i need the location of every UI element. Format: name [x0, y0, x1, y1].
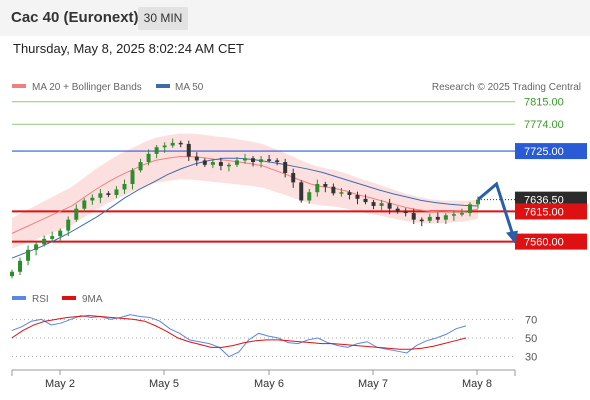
x-tick-label: May 2 — [45, 378, 75, 390]
candle — [82, 200, 87, 209]
candle — [18, 260, 23, 272]
candle — [106, 193, 111, 195]
bollinger-band — [12, 133, 478, 249]
candle — [162, 145, 167, 148]
candle — [275, 160, 280, 163]
legend-rsi-swatch — [12, 296, 26, 300]
instrument-title: Cac 40 (Euronext) — [11, 9, 139, 26]
x-tick-label: May 6 — [254, 378, 284, 390]
candle — [443, 215, 448, 220]
candle — [259, 159, 264, 163]
level-label-2: 7725.00 — [524, 146, 564, 158]
legend-ma20-swatch — [12, 84, 26, 88]
chart-datetime: Thursday, May 8, 2025 8:02:24 AM CET — [13, 41, 244, 56]
candle — [210, 162, 215, 165]
candle — [226, 164, 231, 167]
candle — [154, 147, 159, 154]
candle — [291, 173, 296, 183]
candle — [90, 197, 95, 201]
candle — [323, 184, 328, 187]
candle — [114, 189, 119, 195]
projection-arrow — [477, 181, 517, 243]
candle — [50, 236, 55, 239]
candle — [122, 184, 127, 190]
candle — [194, 156, 199, 161]
candle — [234, 160, 239, 165]
candle — [339, 192, 344, 194]
support-label-overlay: 7615.00 — [524, 206, 564, 218]
candle — [74, 208, 79, 220]
candle — [315, 184, 320, 193]
candle — [130, 170, 135, 184]
candle — [355, 194, 360, 199]
projection-arrowhead — [506, 230, 518, 244]
candle — [395, 208, 400, 212]
candle — [26, 249, 31, 261]
candle — [251, 158, 256, 163]
candle — [403, 211, 408, 214]
candle — [186, 143, 191, 157]
rsi-tick-1: 50 — [525, 333, 537, 345]
rsi-line — [11, 314, 467, 358]
level-tag-2 — [515, 143, 587, 160]
x-tick-label: May 8 — [462, 378, 492, 390]
candle — [10, 271, 14, 277]
candle — [427, 216, 432, 221]
candle — [218, 162, 223, 166]
legend-ma20-label: MA 20 + Bollinger Bands — [32, 82, 142, 93]
candle — [42, 238, 47, 245]
x-tick-label: May 7 — [358, 378, 388, 390]
level-tag-4 — [515, 233, 587, 250]
header-bar: Cac 40 (Euronext) 30 MIN — [0, 0, 590, 36]
candle — [459, 213, 464, 215]
candle — [34, 244, 39, 250]
candle — [267, 159, 272, 161]
candle — [467, 204, 472, 214]
candle — [299, 182, 304, 201]
level-label-1: 7774.00 — [524, 119, 564, 131]
candle — [411, 213, 416, 220]
candle — [98, 193, 103, 198]
candle — [476, 199, 480, 205]
candle — [243, 158, 247, 161]
candle — [178, 142, 183, 145]
candle — [435, 216, 440, 220]
candle — [363, 198, 368, 203]
rsi-ma-line — [11, 315, 467, 350]
candle — [66, 219, 71, 231]
candle — [138, 162, 143, 171]
candle — [146, 153, 151, 163]
candle — [58, 230, 63, 237]
candle — [283, 162, 288, 174]
candle — [331, 186, 336, 194]
rsi-tick-2: 30 — [525, 352, 537, 364]
level-label-0: 7815.00 — [524, 97, 564, 109]
candle — [170, 142, 175, 146]
candle — [419, 219, 424, 222]
x-tick-label: May 5 — [149, 378, 179, 390]
legend-ma50-swatch — [156, 84, 170, 88]
candle — [387, 203, 392, 209]
level-label-4: 7560.00 — [524, 237, 564, 249]
support-tag-overlay — [515, 203, 587, 220]
candle — [379, 203, 384, 206]
rsi-tick-0: 70 — [525, 314, 537, 326]
candle — [451, 214, 456, 216]
legend-rsi-ma-label: 9MA — [82, 294, 103, 305]
credit-text: Research © 2025 Trading Central — [432, 82, 581, 93]
timeframe-button[interactable]: 30 MIN — [138, 7, 188, 30]
legend-rsi-label: RSI — [32, 294, 49, 305]
candle — [347, 192, 352, 195]
candle — [307, 192, 312, 201]
candle — [202, 160, 207, 165]
legend-ma50-label: MA 50 — [175, 82, 204, 93]
candle — [371, 202, 376, 206]
legend-rsi-ma-swatch — [62, 296, 76, 300]
